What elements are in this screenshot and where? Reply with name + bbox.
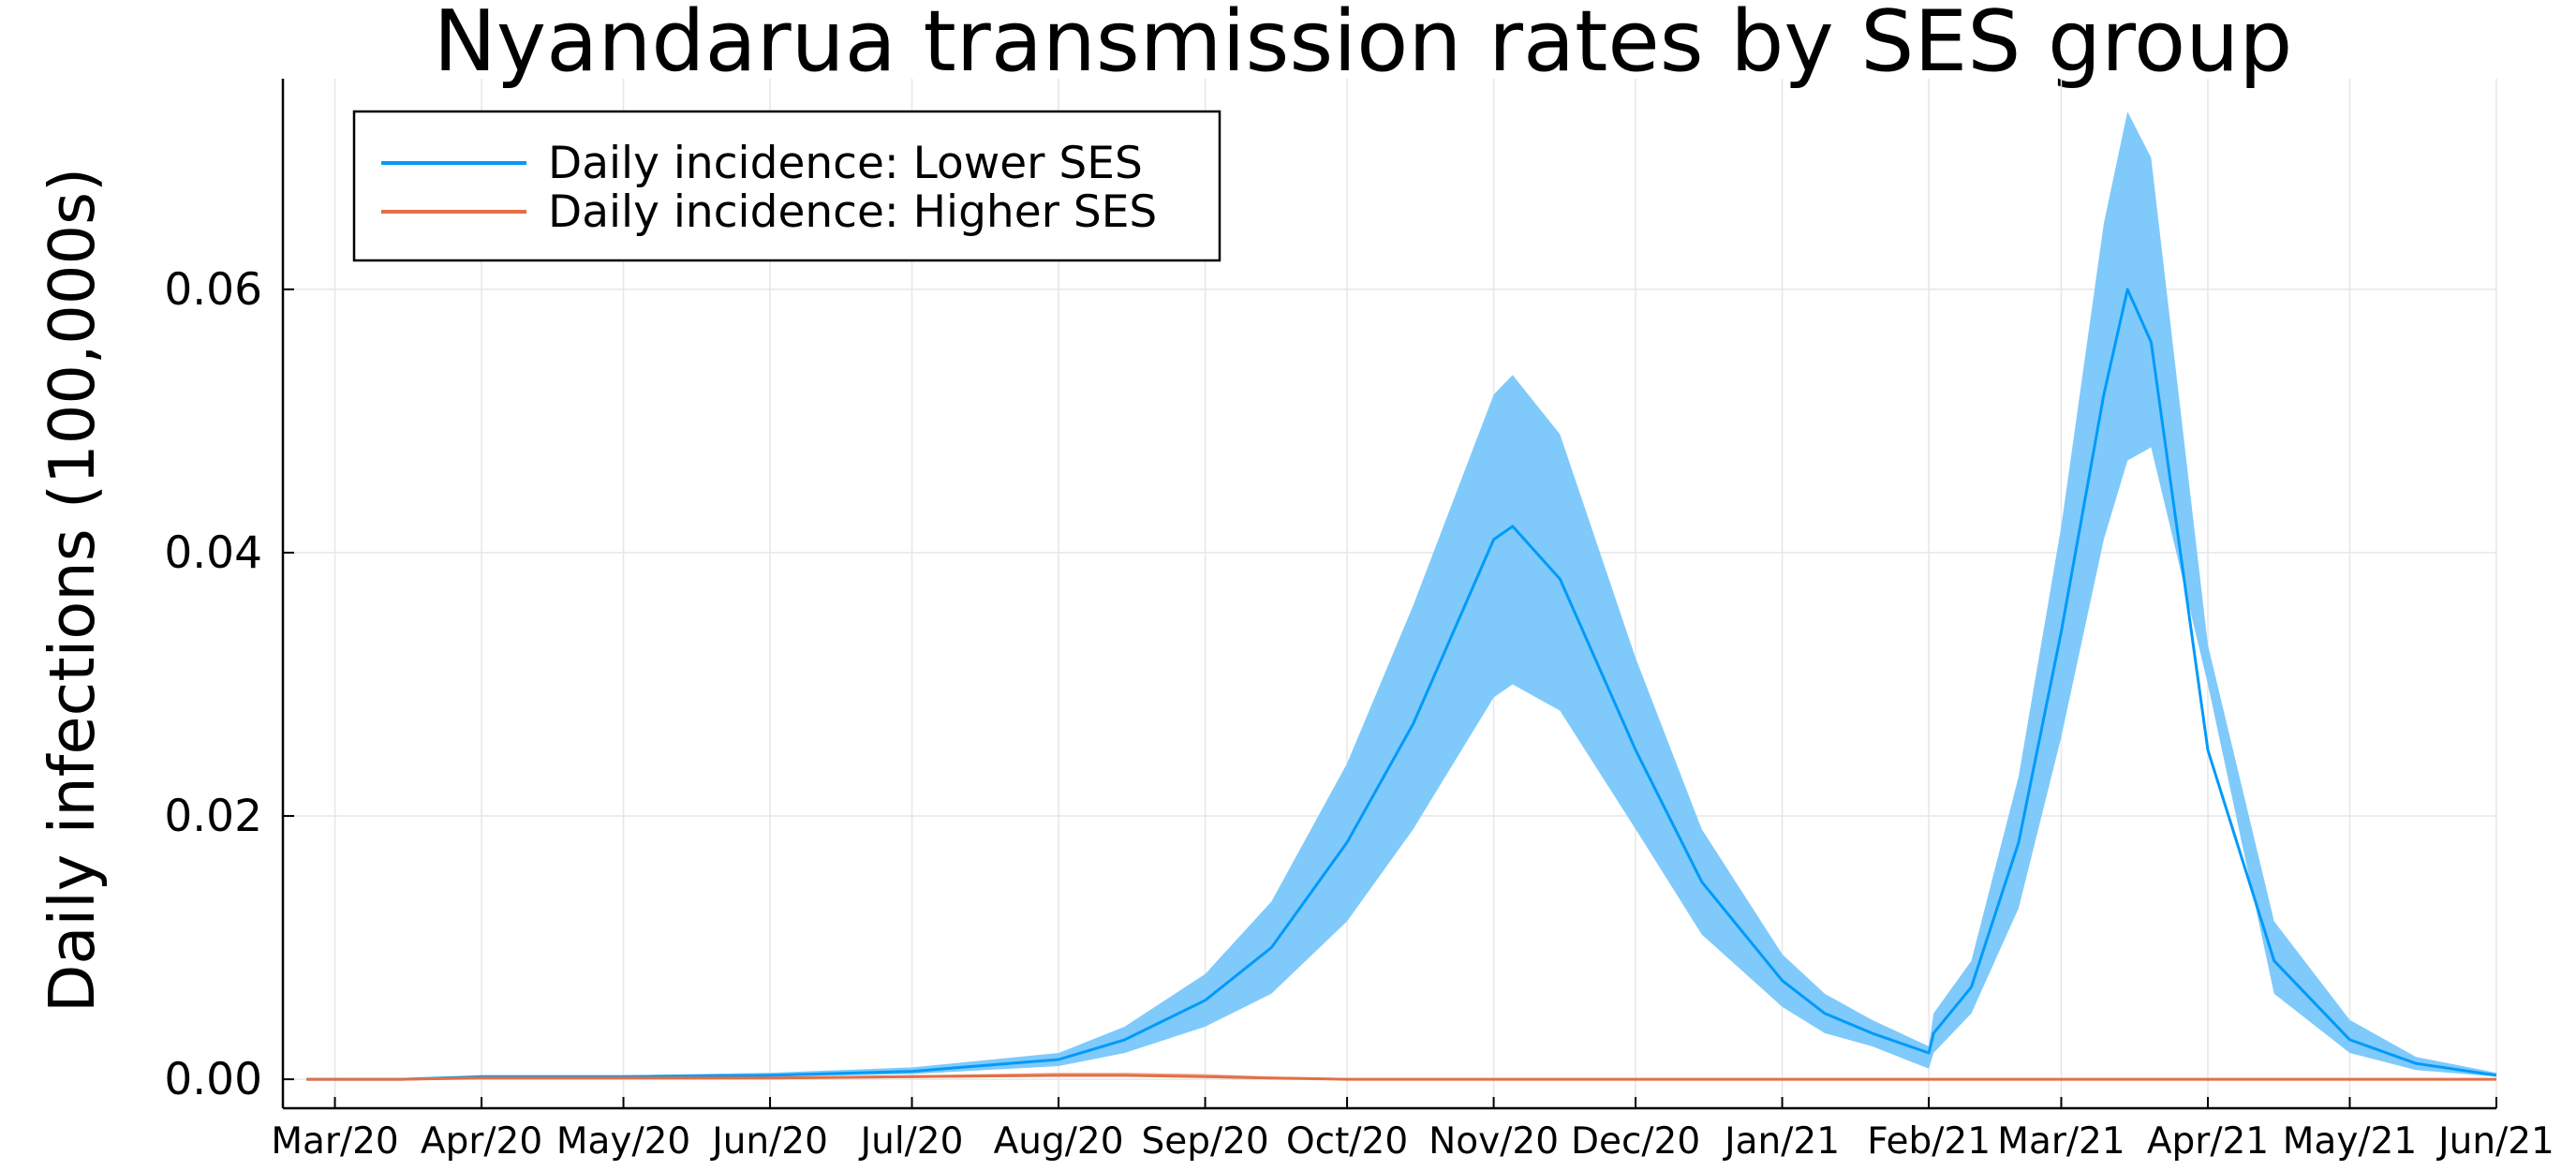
- legend-label: Daily incidence: Lower SES: [548, 138, 1143, 189]
- x-ticks: Mar/20 Apr/20 May/20 Jun/20 Jul/20 Aug/20 Sep/…: [271, 1097, 2554, 1163]
- y-ticks: 0.00 0.02 0.04 0.06: [164, 264, 294, 1105]
- x-tick-label: Jan/21: [1722, 1120, 1840, 1163]
- series-line: [306, 1074, 2496, 1081]
- series-lines: [306, 288, 2497, 1081]
- y-tick-label: 0.04: [164, 527, 262, 579]
- x-tick-label: Jul/20: [858, 1120, 964, 1163]
- y-tick-label: 0.02: [164, 791, 262, 842]
- axes: [281, 79, 2496, 1110]
- chart-title: Nyandarua transmission rates by SES grou…: [434, 0, 2293, 91]
- series-band: [306, 111, 2497, 1080]
- y-tick-label: 0.00: [164, 1054, 262, 1105]
- x-tick-label: Mar/21: [1997, 1120, 2124, 1163]
- x-tick-label: Feb/21: [1867, 1120, 1991, 1163]
- y-axis-label: Daily infections (100,000s): [36, 168, 109, 1013]
- x-tick-label: Aug/20: [994, 1120, 1124, 1163]
- x-tick-label: Apr/20: [421, 1120, 542, 1163]
- x-tick-label: Oct/20: [1286, 1120, 1408, 1163]
- x-tick-label: Apr/21: [2147, 1120, 2269, 1163]
- x-tick-label: Jun/20: [709, 1120, 828, 1163]
- x-tick-label: Mar/20: [271, 1120, 398, 1163]
- x-tick-label: Jun/21: [2435, 1120, 2554, 1163]
- x-tick-label: May/20: [556, 1120, 690, 1163]
- x-tick-label: Sep/20: [1141, 1120, 1268, 1163]
- x-tick-label: Nov/20: [1429, 1120, 1559, 1163]
- x-tick-label: May/21: [2283, 1120, 2417, 1163]
- legend-box: [352, 110, 1221, 262]
- series-line: [306, 288, 2497, 1081]
- y-tick-label: 0.06: [164, 264, 262, 316]
- x-tick-label: Dec/20: [1571, 1120, 1700, 1163]
- legend-label: Daily incidence: Higher SES: [548, 186, 1157, 238]
